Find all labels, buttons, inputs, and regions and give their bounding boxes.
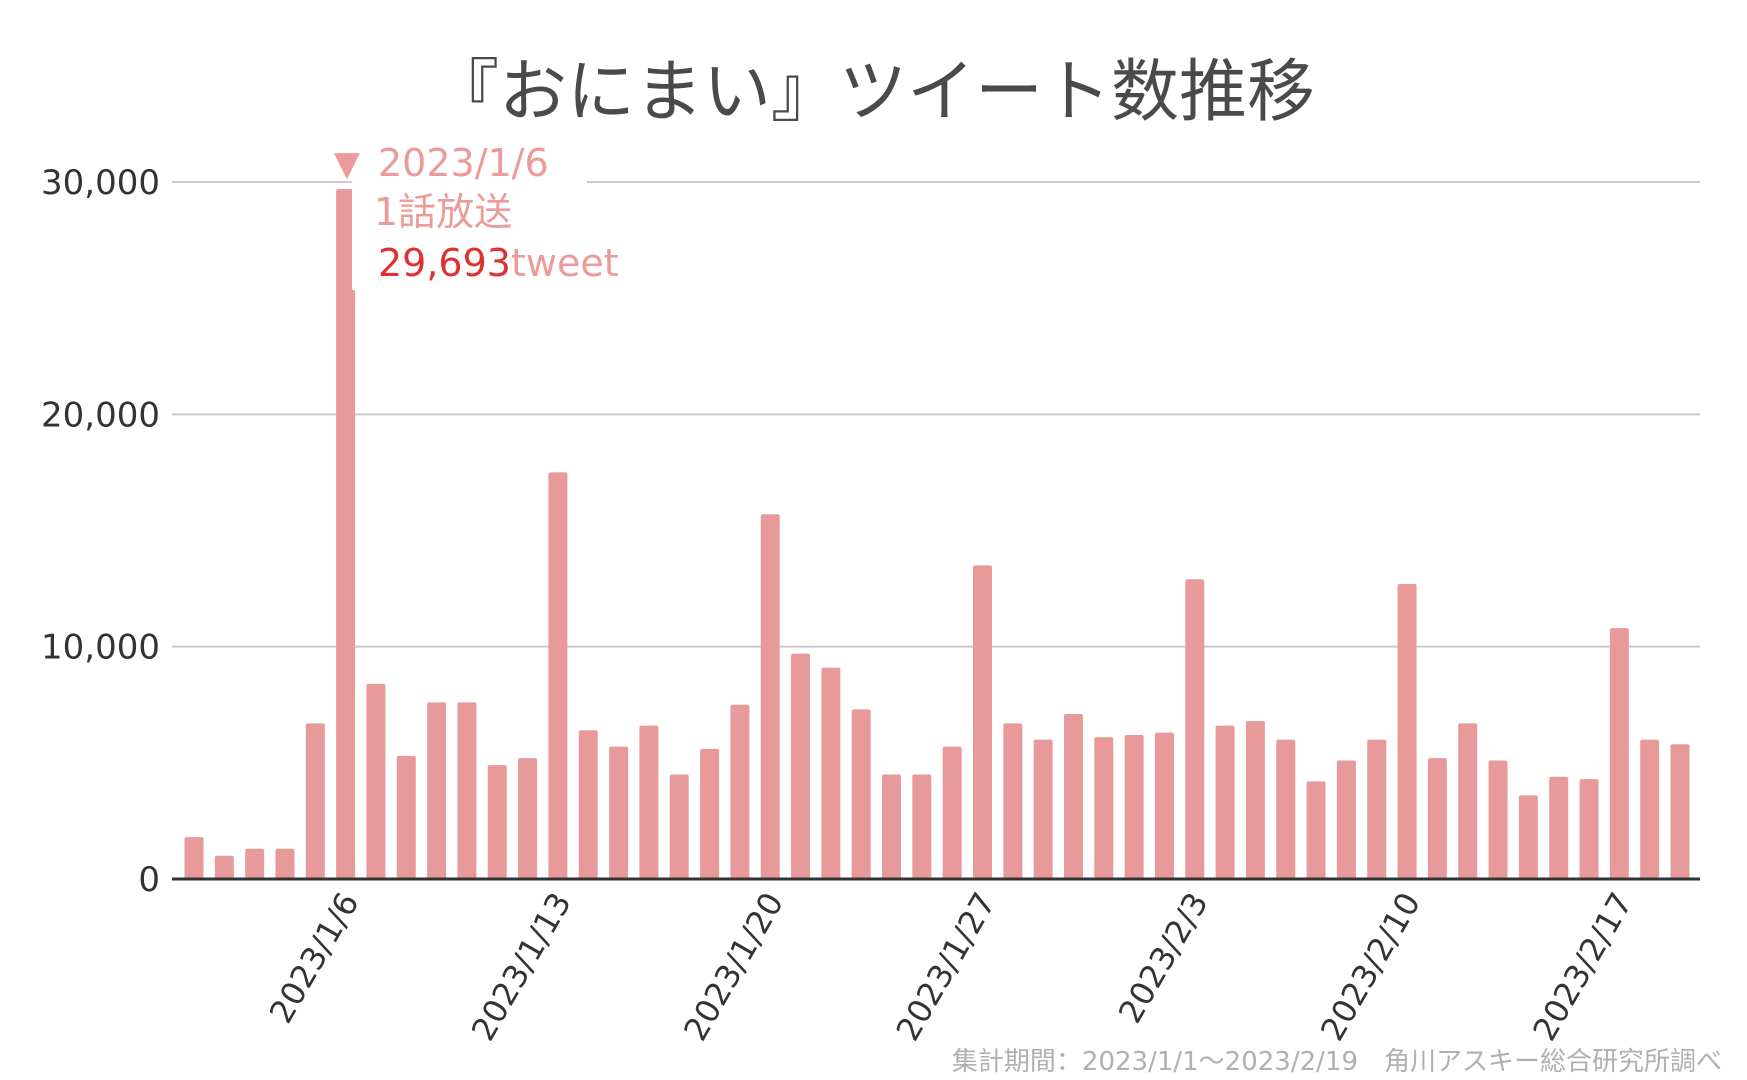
- annotation-background: [352, 140, 587, 290]
- bar-2023/1/9: [427, 702, 447, 879]
- footnote: 集計期間：2023/1/1～2023/2/19 角川アスキー総合研究所調べ: [952, 1047, 1722, 1077]
- bar-2023/2/15: [1549, 776, 1569, 879]
- bar-2023/1/17: [669, 774, 689, 879]
- bar-2023/2/19: [1670, 744, 1690, 879]
- bar-2023/2/8: [1336, 760, 1356, 879]
- x-axis-tick-labels: 2023/1/6 2023/1/13 2023/1/20 2023/1/27 2023/…: [262, 886, 1640, 1047]
- bar-2023/1/13: [548, 472, 568, 879]
- bar-2023/1/30: [1063, 714, 1083, 879]
- bar-2023/2/16: [1579, 779, 1599, 879]
- annotation-episode: 1話放送: [374, 190, 512, 234]
- bar-2023/1/21: [791, 653, 811, 879]
- annotation-count: 29,693: [378, 241, 511, 285]
- bar-2023/2/7: [1306, 781, 1326, 879]
- bar-2023/1/23: [851, 709, 871, 879]
- annotation-date: 2023/1/6: [378, 141, 549, 185]
- chart-title: 『おにまい』ツイート数推移: [431, 53, 1315, 132]
- bar-2023/2/6: [1276, 739, 1296, 879]
- bar-2023/1/20: [760, 514, 780, 879]
- x-tick-label-0: 2023/1/6: [262, 886, 367, 1029]
- bar-2023/2/13: [1488, 760, 1508, 879]
- x-tick-label-6: 2023/2/17: [1525, 886, 1640, 1047]
- bar-2023/2/5: [1245, 721, 1265, 879]
- bar-2023/2/18: [1640, 739, 1660, 879]
- x-tick-label-4: 2023/2/3: [1111, 886, 1216, 1029]
- bar-2023/1/25: [912, 774, 932, 879]
- bar-2023/1/3: [245, 848, 265, 879]
- bar-2023/1/2: [214, 855, 234, 879]
- bar-2023/2/10: [1397, 583, 1417, 879]
- y-tick-label-2: 20,000: [41, 395, 160, 435]
- bar-2023/2/3: [1185, 579, 1205, 879]
- bar-2023/1/6: [336, 189, 356, 879]
- bar-2023/2/2: [1154, 732, 1174, 879]
- bar-2023/1/24: [882, 774, 902, 879]
- bar-2023/2/14: [1518, 795, 1538, 879]
- y-tick-label-0: 0: [138, 860, 160, 900]
- bar-2023/2/9: [1367, 739, 1387, 879]
- y-tick-label-3: 30,000: [41, 163, 160, 203]
- bar-2023/2/4: [1215, 725, 1235, 879]
- bars: [184, 189, 1690, 879]
- bar-2023/1/4: [275, 848, 295, 879]
- annotation-count-line: 29,693tweet: [378, 241, 619, 285]
- y-tick-label-1: 10,000: [41, 628, 160, 668]
- bar-2023/1/11: [487, 765, 507, 879]
- bar-2023/1/18: [700, 748, 720, 879]
- peak-annotation: ▼ 2023/1/6 1話放送 29,693tweet: [334, 140, 619, 290]
- x-tick-label-3: 2023/1/27: [888, 886, 1003, 1047]
- bar-2023/1/22: [821, 667, 841, 879]
- x-tick-label-5: 2023/2/10: [1313, 886, 1428, 1047]
- bar-2023/1/31: [1094, 737, 1114, 879]
- bar-2023/1/16: [639, 725, 659, 879]
- bar-2023/1/29: [1033, 739, 1053, 879]
- bar-2023/1/26: [942, 746, 962, 879]
- bar-2023/1/15: [609, 746, 629, 879]
- y-axis-tick-labels: 0 10,000 20,000 30,000: [41, 163, 160, 900]
- bar-2023/2/1: [1124, 734, 1144, 879]
- bar-2023/2/11: [1427, 758, 1447, 879]
- bar-2023/1/8: [396, 755, 416, 879]
- bar-2023/1/12: [518, 758, 538, 879]
- bar-2023/1/19: [730, 704, 750, 879]
- x-tick-label-1: 2023/1/13: [464, 886, 579, 1047]
- bar-2023/1/7: [366, 683, 386, 879]
- bar-2023/1/10: [457, 702, 477, 879]
- annotation-unit: tweet: [511, 241, 619, 285]
- bar-2023/1/14: [578, 730, 598, 879]
- bar-2023/1/27: [972, 565, 992, 879]
- x-tick-label-2: 2023/1/20: [676, 886, 791, 1047]
- bar-2023/1/5: [305, 723, 325, 879]
- bar-2023/1/28: [1003, 723, 1023, 879]
- bar-2023/1/1: [184, 837, 204, 879]
- bar-2023/2/17: [1609, 628, 1629, 879]
- bar-2023/2/12: [1458, 723, 1478, 879]
- annotation-marker: ▼: [334, 144, 361, 184]
